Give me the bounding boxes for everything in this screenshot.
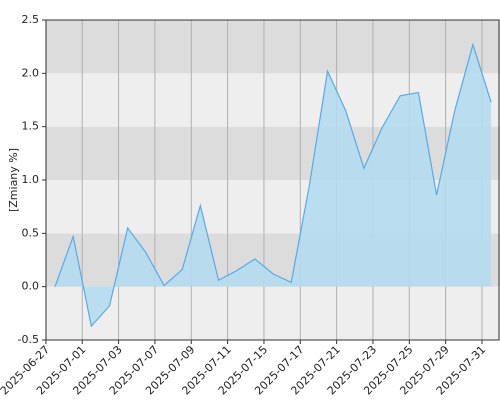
y-tick-label: 2.0 — [22, 66, 40, 79]
y-axis-label: [Zmiany %] — [7, 148, 20, 212]
y-tick-label: 1.0 — [22, 173, 40, 186]
plot-frame — [45, 19, 500, 341]
y-tick-label: 0.5 — [22, 226, 40, 239]
y-tick-label: -0.5 — [18, 333, 39, 346]
grid-band — [46, 73, 500, 127]
grid-band — [46, 286, 500, 340]
area-fill — [55, 44, 492, 327]
grid-band — [46, 20, 500, 74]
line — [54, 42, 492, 328]
y-tick-label: 1.5 — [22, 120, 40, 133]
y-tick-label: 2.5 — [22, 13, 40, 26]
y-tick-label: 0.0 — [22, 280, 40, 293]
